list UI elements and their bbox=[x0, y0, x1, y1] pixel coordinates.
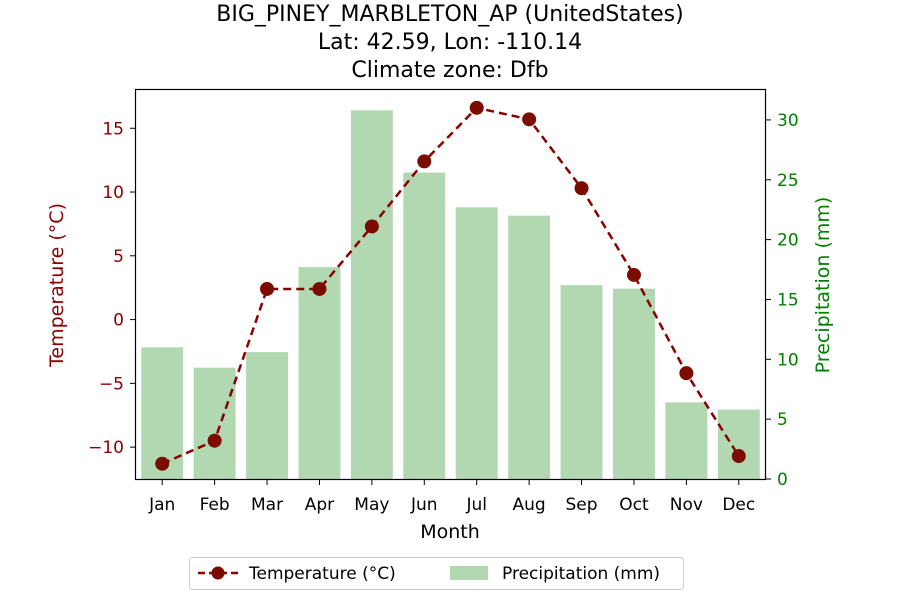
temperature-series bbox=[155, 100, 746, 471]
legend-precipitation-label: Precipitation (mm) bbox=[502, 564, 660, 584]
x-axis-label: Month bbox=[420, 521, 480, 543]
right-axis: 0 5 10 15 20 25 30 bbox=[765, 111, 799, 490]
temperature-point-mar bbox=[260, 281, 275, 296]
x-tick-label-jun: Jun bbox=[410, 495, 438, 515]
precipitation-bar-jun bbox=[403, 172, 446, 479]
right-axis-label: Precipitation (mm) bbox=[812, 197, 834, 374]
legend-precipitation-swatch bbox=[450, 566, 488, 580]
left-tick-label: −10 bbox=[88, 438, 124, 458]
right-tick-label: 30 bbox=[777, 111, 799, 131]
left-tick-label: 5 bbox=[113, 247, 124, 267]
left-tick-label: 15 bbox=[102, 119, 124, 139]
chart-title-line-2: Lat: 42.59, Lon: -110.14 bbox=[318, 30, 582, 55]
x-tick-label-aug: Aug bbox=[513, 495, 546, 515]
precipitation-bar-may bbox=[350, 110, 393, 480]
x-tick-label-oct: Oct bbox=[619, 495, 649, 515]
temperature-point-may bbox=[364, 219, 379, 234]
temperature-point-nov bbox=[679, 366, 694, 381]
right-tick-label: 0 bbox=[777, 470, 788, 490]
temperature-point-jan bbox=[155, 456, 170, 471]
temperature-point-oct bbox=[626, 267, 641, 282]
right-tick-label: 10 bbox=[777, 350, 799, 370]
left-tick-label: 0 bbox=[113, 311, 124, 331]
temperature-point-aug bbox=[522, 112, 537, 127]
temperature-point-jun bbox=[417, 154, 432, 169]
temperature-point-jul bbox=[469, 100, 484, 115]
x-axis: Jan Feb Mar Apr May Jun Jul Aug Sep Oct Nov Dec bbox=[148, 479, 755, 515]
legend-box bbox=[189, 557, 684, 590]
precipitation-bar-apr bbox=[298, 267, 341, 479]
left-tick-label: 10 bbox=[102, 183, 124, 203]
left-tick-label: −5 bbox=[99, 374, 124, 394]
left-axis-label: Temperature (°C) bbox=[46, 203, 68, 368]
legend-temperature-label: Temperature (°C) bbox=[248, 564, 396, 584]
plot-frame bbox=[134, 88, 767, 481]
x-tick-label-feb: Feb bbox=[200, 495, 230, 515]
precipitation-bar-oct bbox=[612, 288, 655, 479]
right-tick-label: 20 bbox=[777, 231, 799, 251]
temperature-point-feb bbox=[207, 433, 222, 448]
right-tick-label: 25 bbox=[777, 171, 799, 191]
precipitation-bars bbox=[141, 110, 760, 480]
legend: Temperature (°C) Precipitation (mm) bbox=[189, 557, 684, 590]
x-tick-label-sep: Sep bbox=[566, 495, 598, 515]
precipitation-bar-feb bbox=[193, 367, 236, 479]
right-tick-label: 15 bbox=[777, 290, 799, 310]
x-tick-label-mar: Mar bbox=[251, 495, 283, 515]
precipitation-bar-sep bbox=[560, 285, 603, 479]
temperature-line bbox=[161, 106, 740, 465]
x-tick-label-jul: Jul bbox=[465, 495, 487, 515]
x-tick-label-jan: Jan bbox=[148, 495, 175, 515]
precipitation-bar-jul bbox=[455, 207, 498, 479]
precipitation-bar-mar bbox=[246, 352, 289, 479]
precipitation-bar-aug bbox=[508, 215, 551, 479]
temperature-point-sep bbox=[574, 181, 589, 196]
x-tick-label-dec: Dec bbox=[722, 495, 755, 515]
right-tick-label: 5 bbox=[777, 410, 788, 430]
precipitation-bar-dec bbox=[717, 409, 760, 479]
x-tick-label-apr: Apr bbox=[305, 495, 334, 515]
x-tick-label-may: May bbox=[354, 495, 389, 515]
x-tick-label-nov: Nov bbox=[670, 495, 703, 515]
left-axis: −10 −5 0 5 10 15 bbox=[88, 119, 136, 458]
temperature-point-dec bbox=[731, 449, 746, 464]
temperature-point-apr bbox=[312, 281, 327, 296]
precipitation-bar-nov bbox=[665, 402, 708, 479]
chart-title-line-1: BIG_PINEY_MARBLETON_AP (UnitedStates) bbox=[216, 2, 683, 27]
chart-title-line-3: Climate zone: Dfb bbox=[351, 58, 548, 83]
legend-temperature-swatch-marker bbox=[211, 566, 225, 580]
